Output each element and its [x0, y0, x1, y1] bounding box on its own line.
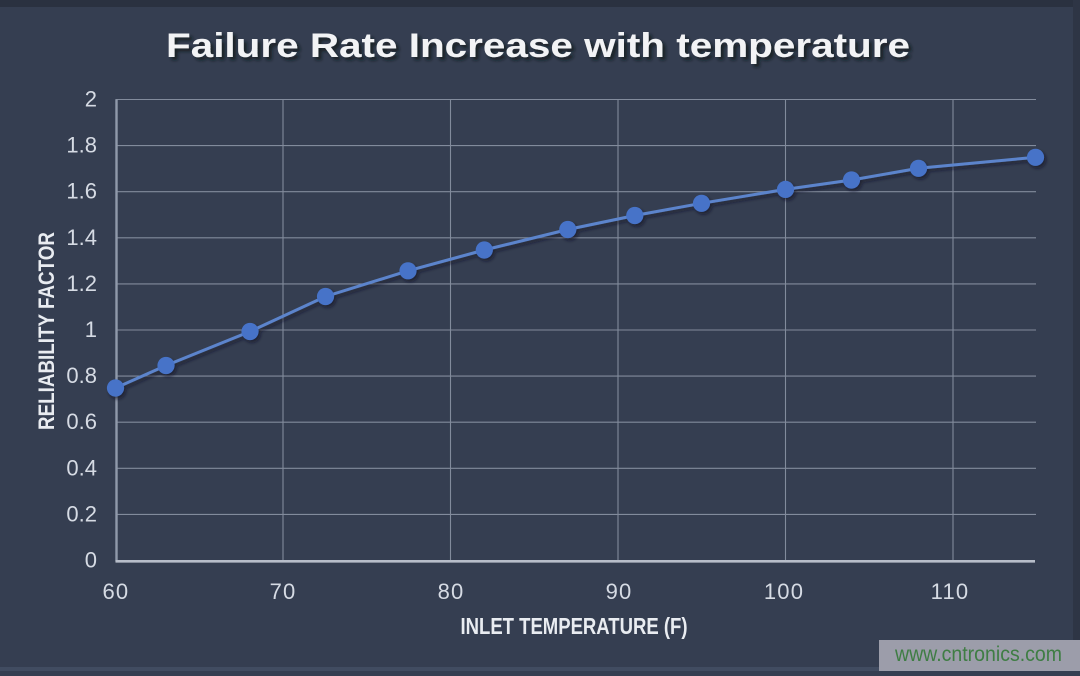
- svg-text:70: 70: [270, 579, 297, 604]
- svg-text:0.2: 0.2: [66, 501, 97, 526]
- svg-text:0.8: 0.8: [66, 363, 97, 388]
- svg-text:60: 60: [102, 579, 129, 604]
- svg-text:90: 90: [606, 579, 633, 604]
- svg-text:1.6: 1.6: [66, 179, 97, 204]
- svg-text:1.4: 1.4: [66, 225, 97, 250]
- svg-text:RELIABILITY FACTOR: RELIABILITY FACTOR: [34, 232, 59, 430]
- svg-text:Failure Rate Increase with tem: Failure Rate Increase with temperature: [166, 27, 910, 65]
- svg-text:1: 1: [85, 317, 97, 342]
- svg-text:1.8: 1.8: [66, 133, 97, 158]
- svg-text:1.2: 1.2: [66, 271, 97, 296]
- svg-text:0.4: 0.4: [66, 455, 97, 480]
- svg-text:INLET TEMPERATURE (F): INLET TEMPERATURE (F): [461, 613, 688, 639]
- svg-text:www.cntronics.com: www.cntronics.com: [894, 643, 1062, 666]
- svg-text:110: 110: [931, 579, 970, 604]
- svg-text:100: 100: [764, 579, 804, 604]
- svg-text:0: 0: [85, 548, 97, 573]
- svg-text:80: 80: [438, 579, 465, 604]
- svg-text:2: 2: [85, 87, 97, 112]
- svg-text:0.6: 0.6: [66, 409, 97, 434]
